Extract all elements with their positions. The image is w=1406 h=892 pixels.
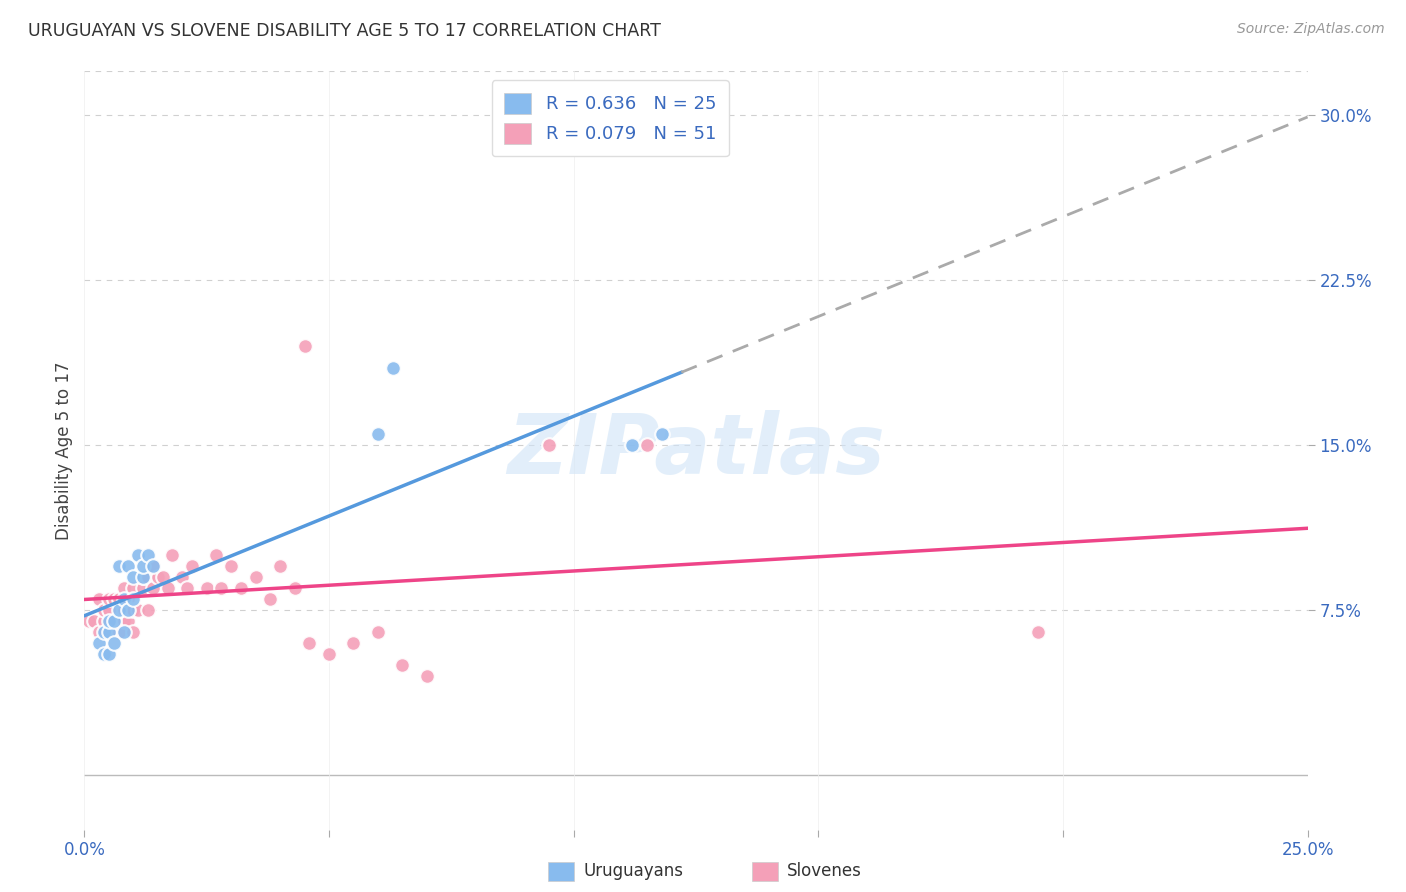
Point	[284, 581, 307, 595]
Point	[97, 624, 120, 639]
Point	[181, 558, 204, 573]
Point	[117, 614, 139, 628]
Point	[538, 438, 561, 452]
Point	[87, 636, 110, 650]
Point	[176, 581, 198, 595]
Point	[77, 614, 100, 628]
Point	[152, 570, 174, 584]
Point	[87, 591, 110, 606]
Point	[112, 581, 135, 595]
Point	[127, 548, 149, 562]
Text: ZIPatlas: ZIPatlas	[508, 410, 884, 491]
Point	[318, 647, 340, 661]
Point	[103, 591, 125, 606]
Point	[83, 614, 105, 628]
Point	[269, 558, 291, 573]
Point	[195, 581, 218, 595]
Point	[146, 570, 169, 584]
Point	[127, 603, 149, 617]
Text: Slovenes: Slovenes	[787, 863, 862, 880]
Point	[112, 624, 135, 639]
Point	[142, 581, 165, 595]
Point	[107, 558, 129, 573]
Point	[1028, 624, 1050, 639]
Text: Source: ZipAtlas.com: Source: ZipAtlas.com	[1237, 22, 1385, 37]
Y-axis label: Disability Age 5 to 17: Disability Age 5 to 17	[55, 361, 73, 540]
Point	[112, 591, 135, 606]
Text: Uruguayans: Uruguayans	[583, 863, 683, 880]
Point	[136, 548, 159, 562]
Point	[367, 427, 389, 442]
Point	[636, 438, 658, 452]
Point	[117, 558, 139, 573]
Point	[97, 614, 120, 628]
Point	[112, 614, 135, 628]
Point	[93, 647, 115, 661]
Text: URUGUAYAN VS SLOVENE DISABILITY AGE 5 TO 17 CORRELATION CHART: URUGUAYAN VS SLOVENE DISABILITY AGE 5 TO…	[28, 22, 661, 40]
Point	[209, 581, 232, 595]
Point	[294, 339, 316, 353]
Point	[97, 647, 120, 661]
Point	[122, 603, 145, 617]
Point	[117, 591, 139, 606]
Point	[132, 558, 155, 573]
Point	[229, 581, 252, 595]
Point	[172, 570, 194, 584]
Point	[107, 591, 129, 606]
Point	[621, 438, 644, 452]
Point	[93, 614, 115, 628]
Point	[416, 669, 439, 683]
Point	[122, 581, 145, 595]
Point	[132, 570, 155, 584]
Point	[107, 624, 129, 639]
Point	[245, 570, 267, 584]
Point	[367, 624, 389, 639]
Point	[156, 581, 179, 595]
Point	[259, 591, 281, 606]
Point	[205, 548, 228, 562]
Point	[132, 570, 155, 584]
Point	[97, 603, 120, 617]
Point	[97, 591, 120, 606]
Point	[122, 591, 145, 606]
Point	[142, 558, 165, 573]
Point	[298, 636, 321, 650]
Point	[381, 361, 404, 376]
Point	[117, 603, 139, 617]
Point	[132, 581, 155, 595]
Point	[122, 624, 145, 639]
Point	[93, 624, 115, 639]
Point	[122, 570, 145, 584]
Legend: R = 0.636   N = 25, R = 0.079   N = 51: R = 0.636 N = 25, R = 0.079 N = 51	[492, 80, 728, 156]
Point	[651, 427, 673, 442]
Point	[103, 636, 125, 650]
Point	[391, 657, 413, 672]
Point	[93, 603, 115, 617]
Point	[342, 636, 364, 650]
Point	[112, 603, 135, 617]
Point	[219, 558, 242, 573]
Point	[87, 624, 110, 639]
Point	[162, 548, 184, 562]
Point	[136, 570, 159, 584]
Point	[142, 558, 165, 573]
Point	[103, 614, 125, 628]
Point	[103, 614, 125, 628]
Point	[107, 603, 129, 617]
Point	[136, 603, 159, 617]
